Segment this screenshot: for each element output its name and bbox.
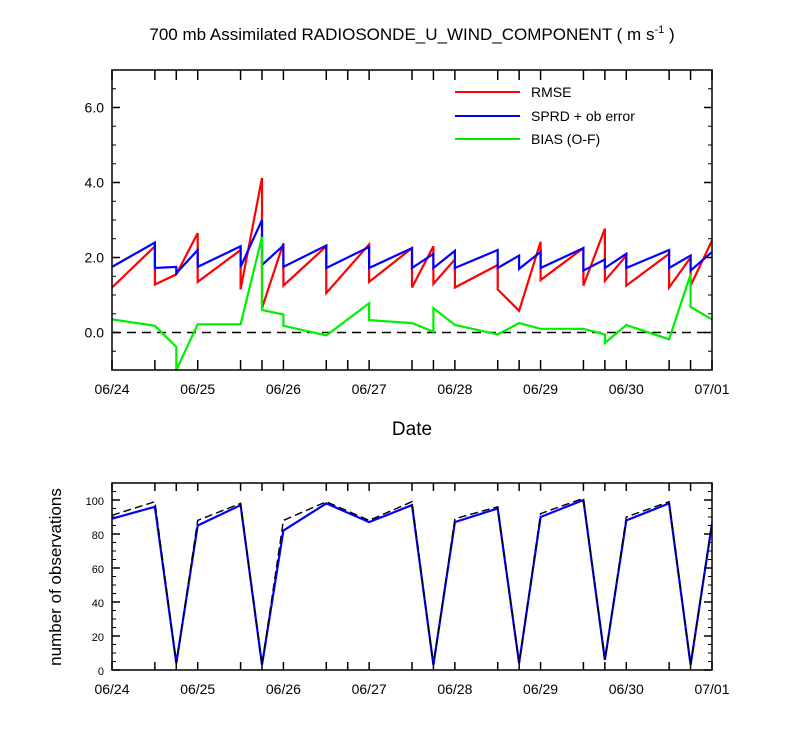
x-tick-label: 06/28 [437,681,472,697]
legend-label: RMSE [531,84,571,100]
x-axis-label: Date [392,419,432,440]
x-tick-label: 06/28 [437,381,472,397]
y-tick-label: 2.0 [85,250,105,266]
plot-frame [111,69,713,371]
x-tick-label: 06/27 [352,681,387,697]
x-tick-label: 06/26 [266,681,301,697]
y-tick-label: 0 [98,666,104,678]
legend: RMSE SPRD + ob error BIAS (O-F) [455,84,635,147]
x-tick-label: 07/01 [694,681,729,697]
rmse-line [112,177,712,313]
y-tick-label: 60 [92,564,104,576]
x-tick-label: 06/25 [180,381,215,397]
y-tick-label: 20 [92,632,104,644]
series-group [112,177,712,370]
x-tick-label: 06/27 [352,381,387,397]
y-tick-label: 40 [92,598,104,610]
x-tick-label: 06/25 [180,681,215,697]
x-tick-label: 07/01 [694,381,729,397]
x-tick-label: 06/29 [523,681,558,697]
chart-title: 700 mb Assimilated RADIOSONDE_U_WIND_COM… [149,24,674,44]
y-tick-label: 80 [92,530,104,542]
bias-line [112,236,712,370]
legend-label: SPRD + ob error [531,108,635,124]
observations-used-line [112,498,712,666]
x-tick-label: 06/26 [266,381,301,397]
x-tick-label: 06/30 [609,681,644,697]
y-axis-label: number of observations [46,488,65,666]
x-tick-label: 06/30 [609,381,644,397]
sprd-line [112,219,712,277]
x-tick-label: 06/24 [94,681,129,697]
bottom-plot: 06/24 06/25 06/26 06/27 06/28 06/29 06/30 07/01… [86,482,730,697]
series-group [112,497,712,666]
plot-frame [111,482,713,671]
x-tick-label: 06/24 [94,381,129,397]
observations-possible-line [112,497,712,666]
y-tick-label: 0.0 [85,325,105,341]
y-tick-label: 4.0 [85,175,105,191]
x-tick-label: 06/29 [523,381,558,397]
legend-label: BIAS (O-F) [531,131,600,147]
y-tick-label: 100 [86,496,104,508]
top-plot: 06/24 06/25 06/26 06/27 06/28 06/29 06/30 07/01… [85,69,730,397]
y-tick-label: 6.0 [85,100,105,116]
